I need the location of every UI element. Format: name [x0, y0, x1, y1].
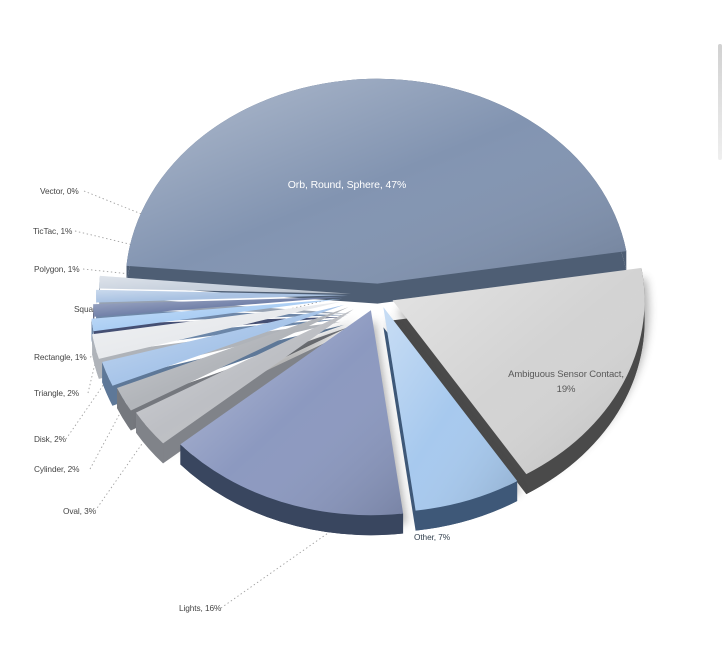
category-label-tictac: TicTac, 1% — [33, 226, 73, 236]
leader-line-oval — [94, 428, 154, 512]
slice-sheen — [91, 298, 343, 332]
slice-sheen — [92, 301, 341, 359]
slice-label-orb-round-sphere: Orb, Round, Sphere, 47% — [288, 179, 407, 191]
category-label-lights: Lights, 16% — [179, 603, 222, 613]
pie-slice-other[interactable] — [383, 307, 522, 531]
pie-slice-orb-round-sphere[interactable] — [126, 78, 627, 304]
category-label-polygon: Polygon, 1% — [34, 264, 80, 274]
slice-sheen — [180, 310, 404, 516]
leader-line-cylinder — [89, 399, 128, 470]
leader-line-lights — [220, 527, 336, 609]
slice-rim-wall — [180, 444, 404, 536]
slice-sheen — [126, 78, 627, 284]
category-label-oval: Oval, 3% — [63, 506, 97, 516]
leader-line-vector — [83, 190, 337, 293]
pie-slice-lights[interactable] — [180, 310, 408, 536]
slice-sheen — [392, 267, 645, 475]
category-label-vector: Vector, 0% — [40, 186, 79, 196]
slice-sheen — [117, 307, 349, 411]
leader-line-disk — [65, 373, 112, 440]
slice-sheen — [383, 307, 518, 511]
category-label-rectangle: Rectangle, 1% — [34, 352, 87, 362]
slice-rim-wall — [102, 362, 113, 406]
slice-sheen — [99, 275, 351, 294]
category-label-triangle: Triangle, 2% — [34, 388, 80, 398]
slice-rim-wall — [526, 267, 645, 495]
slice-rim-wall — [92, 334, 99, 379]
category-label-cylinder: Cylinder, 2% — [34, 464, 80, 474]
slice-sheen — [136, 309, 354, 444]
category-label-disk: Disk, 2% — [34, 434, 67, 444]
slice-sheen — [93, 296, 346, 317]
slice-label-other: Other, 7% — [414, 532, 451, 542]
slice-rim-wall — [136, 412, 164, 464]
pie-slice-ambiguous-sensor-contact[interactable] — [392, 267, 649, 495]
slice-sheen — [96, 289, 349, 303]
slice-rim-wall — [117, 388, 131, 431]
slice-label-ambiguous-sensor-contact: 19% — [557, 384, 576, 395]
slice-sheen — [102, 304, 345, 386]
slice-rim-wall — [415, 481, 518, 531]
slice-label-ambiguous-sensor-contact: Ambiguous Sensor Contact, — [508, 369, 624, 380]
vertical-scrollbar[interactable] — [718, 44, 722, 160]
